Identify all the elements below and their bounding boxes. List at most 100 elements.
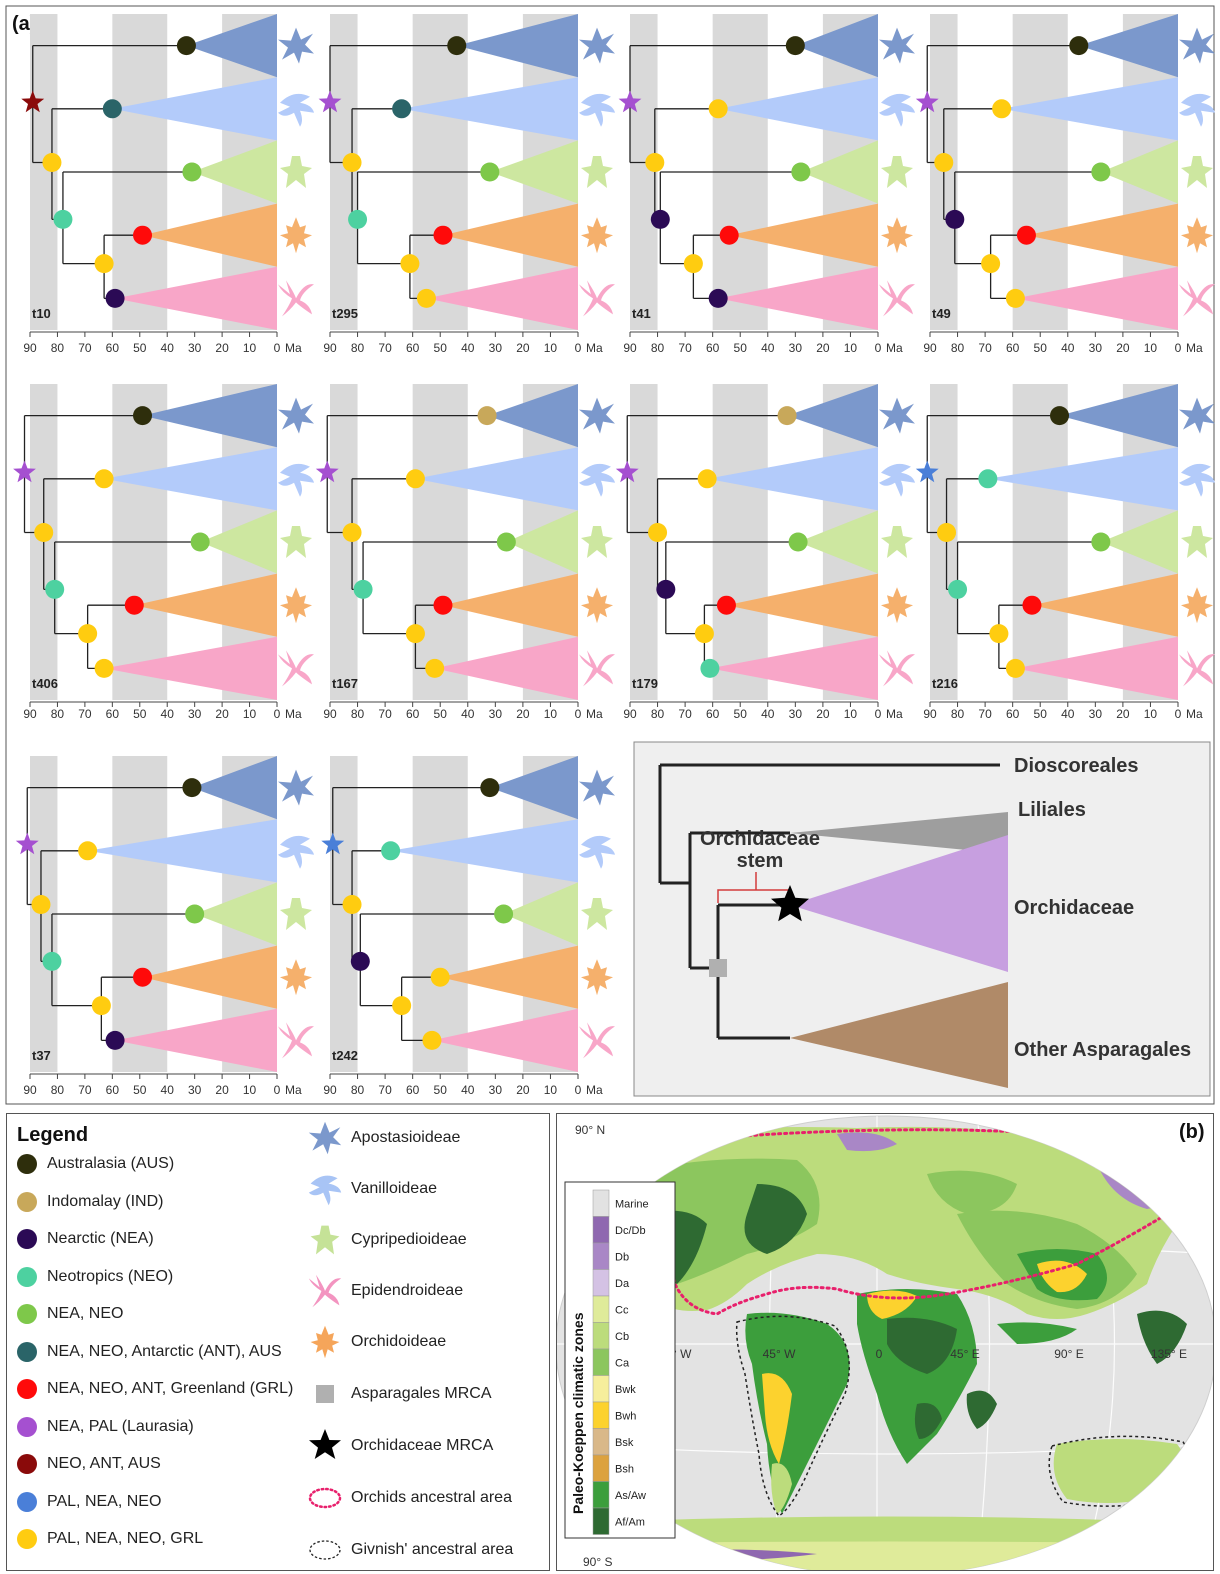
colorbar-swatch [592, 1216, 610, 1244]
axis-tick-label: 0 [274, 707, 281, 721]
trees-layer: t10 90 80 70 60 50 40 30 20 10 0 Ma t295 90 80 70 60 50 40… [13, 14, 1215, 1097]
axis-tick-label: 20 [516, 1083, 530, 1097]
ancestral-area-node [392, 996, 412, 1016]
longitude-label: 45° W [763, 1347, 796, 1361]
clade-icon-orc [1181, 587, 1213, 624]
axis-tick-label: 20 [215, 707, 229, 721]
clade-icon-apo [579, 397, 615, 434]
area-label: PAL, NEA, NEO [47, 1492, 162, 1510]
ancestral-area-node [45, 579, 65, 599]
axis-unit: Ma [1186, 341, 1203, 355]
colorbar-swatch [592, 1269, 610, 1297]
clade-icon-epi [579, 650, 615, 687]
colorbar-label: Dc/Db [615, 1225, 646, 1237]
root-node-star [915, 90, 939, 113]
ancestral-area-node [342, 153, 362, 173]
ancestral-area-node [433, 225, 453, 245]
clade-triangle-van [401, 77, 578, 141]
axis-tick-label: 20 [1116, 707, 1130, 721]
axis-tick-label: 20 [215, 341, 229, 355]
axis-unit: Ma [285, 341, 302, 355]
clade-triangle-apo [489, 756, 578, 820]
axis-tick-label: 30 [789, 707, 803, 721]
ancestral-area-node [494, 904, 514, 924]
other-asparagales-label: Other Asparagales [1014, 1039, 1191, 1061]
ancestral-area-node [42, 951, 62, 971]
clade-triangle-orc [440, 945, 578, 1009]
axis-tick-label: 40 [461, 341, 475, 355]
clade-icon-orc [581, 217, 613, 254]
map-panel-label: (b) [1179, 1121, 1205, 1143]
area-color-dot [17, 1191, 37, 1212]
clade-triangle-apo [487, 384, 578, 448]
clade-triangle-van [1001, 77, 1178, 141]
clade-triangle-cyp [194, 882, 277, 946]
area-label: NEA, NEO [47, 1305, 124, 1322]
ancestral-area-node [496, 532, 516, 552]
cypripedioideae-icon [307, 1222, 343, 1258]
black-star-icon [307, 1428, 343, 1464]
colorbar-swatch [592, 1375, 610, 1403]
clade-triangle-apo [142, 384, 277, 448]
tree-panel-t10: t10 90 80 70 60 50 40 30 20 10 0 Ma [21, 14, 314, 355]
root-node-star [21, 90, 45, 113]
ancestral-area-node [716, 595, 736, 615]
axis-unit: Ma [886, 341, 903, 355]
clade-triangle-orc [1031, 573, 1178, 637]
dioscoreales-label: Dioscoreales [1014, 755, 1139, 777]
clade-icon-cyp [881, 156, 913, 188]
axis-tick-label: 60 [106, 1083, 120, 1097]
axis-tick-label: 80 [351, 341, 365, 355]
tree-id-label: t49 [932, 306, 951, 321]
clade-icon-apo [1179, 27, 1215, 64]
legend-area-item: PAL, NEA, NEO, GRL [17, 1529, 203, 1549]
clade-icon-van [879, 463, 915, 497]
axis-tick-label: 0 [1175, 707, 1182, 721]
clade-icon-epi [278, 650, 314, 687]
area-label: Nearctic (NEA) [47, 1230, 154, 1247]
axis-tick-label: 70 [978, 707, 992, 721]
tree-id-label: t10 [32, 306, 51, 321]
vanilloideae-icon [307, 1171, 343, 1207]
axis-tick-label: 50 [1034, 341, 1048, 355]
root-node-star [315, 460, 339, 483]
axis-tick-label: 0 [274, 1083, 281, 1097]
givnish-ancestral-area-south-america-outline [735, 1315, 850, 1518]
axis-tick-label: 70 [678, 707, 692, 721]
axis-tick-label: 60 [706, 341, 720, 355]
axis-tick-label: 10 [1144, 707, 1158, 721]
clade-label: Vanilloideae [351, 1180, 437, 1197]
axis-tick-label: 80 [651, 341, 665, 355]
epidendroideae-icon [307, 1273, 343, 1309]
ancestral-area-node [94, 658, 114, 678]
clade-icon-cyp [581, 898, 613, 930]
axis-tick-label: 90 [923, 707, 937, 721]
tree-id-label: t41 [632, 306, 651, 321]
axis-tick-label: 20 [816, 707, 830, 721]
axis-tick-label: 30 [489, 341, 503, 355]
axis-tick-label: 70 [378, 1083, 392, 1097]
axis-tick-label: 10 [243, 1083, 257, 1097]
axis-unit: Ma [285, 1083, 302, 1097]
root-node-star [618, 90, 642, 113]
area-color-dot [17, 1304, 37, 1324]
red-dotted-outline-icon [307, 1480, 343, 1516]
clade-triangle-orc [142, 203, 277, 267]
ancestral-area-node [648, 523, 668, 543]
axis-tick-label: 90 [323, 707, 337, 721]
tree-id-label: t216 [932, 676, 958, 691]
orchidaceae-stem-label-line2: stem [737, 850, 784, 872]
axis-tick-label: 30 [188, 707, 202, 721]
clade-icon-epi [879, 650, 915, 687]
clade-icon-van [1179, 93, 1215, 127]
clade-triangle-van [87, 819, 277, 883]
tree-id-label: t295 [332, 306, 358, 321]
tree-panel-t37: t37 90 80 70 60 50 40 30 20 10 0 Ma [15, 756, 314, 1097]
ancestral-area-node [1005, 658, 1025, 678]
ancestral-area-node [176, 36, 196, 56]
axis-tick-label: 80 [351, 707, 365, 721]
area-label: NEA, NEO, ANT, Greenland (GRL) [47, 1380, 294, 1397]
ancestral-area-node [1069, 36, 1089, 56]
